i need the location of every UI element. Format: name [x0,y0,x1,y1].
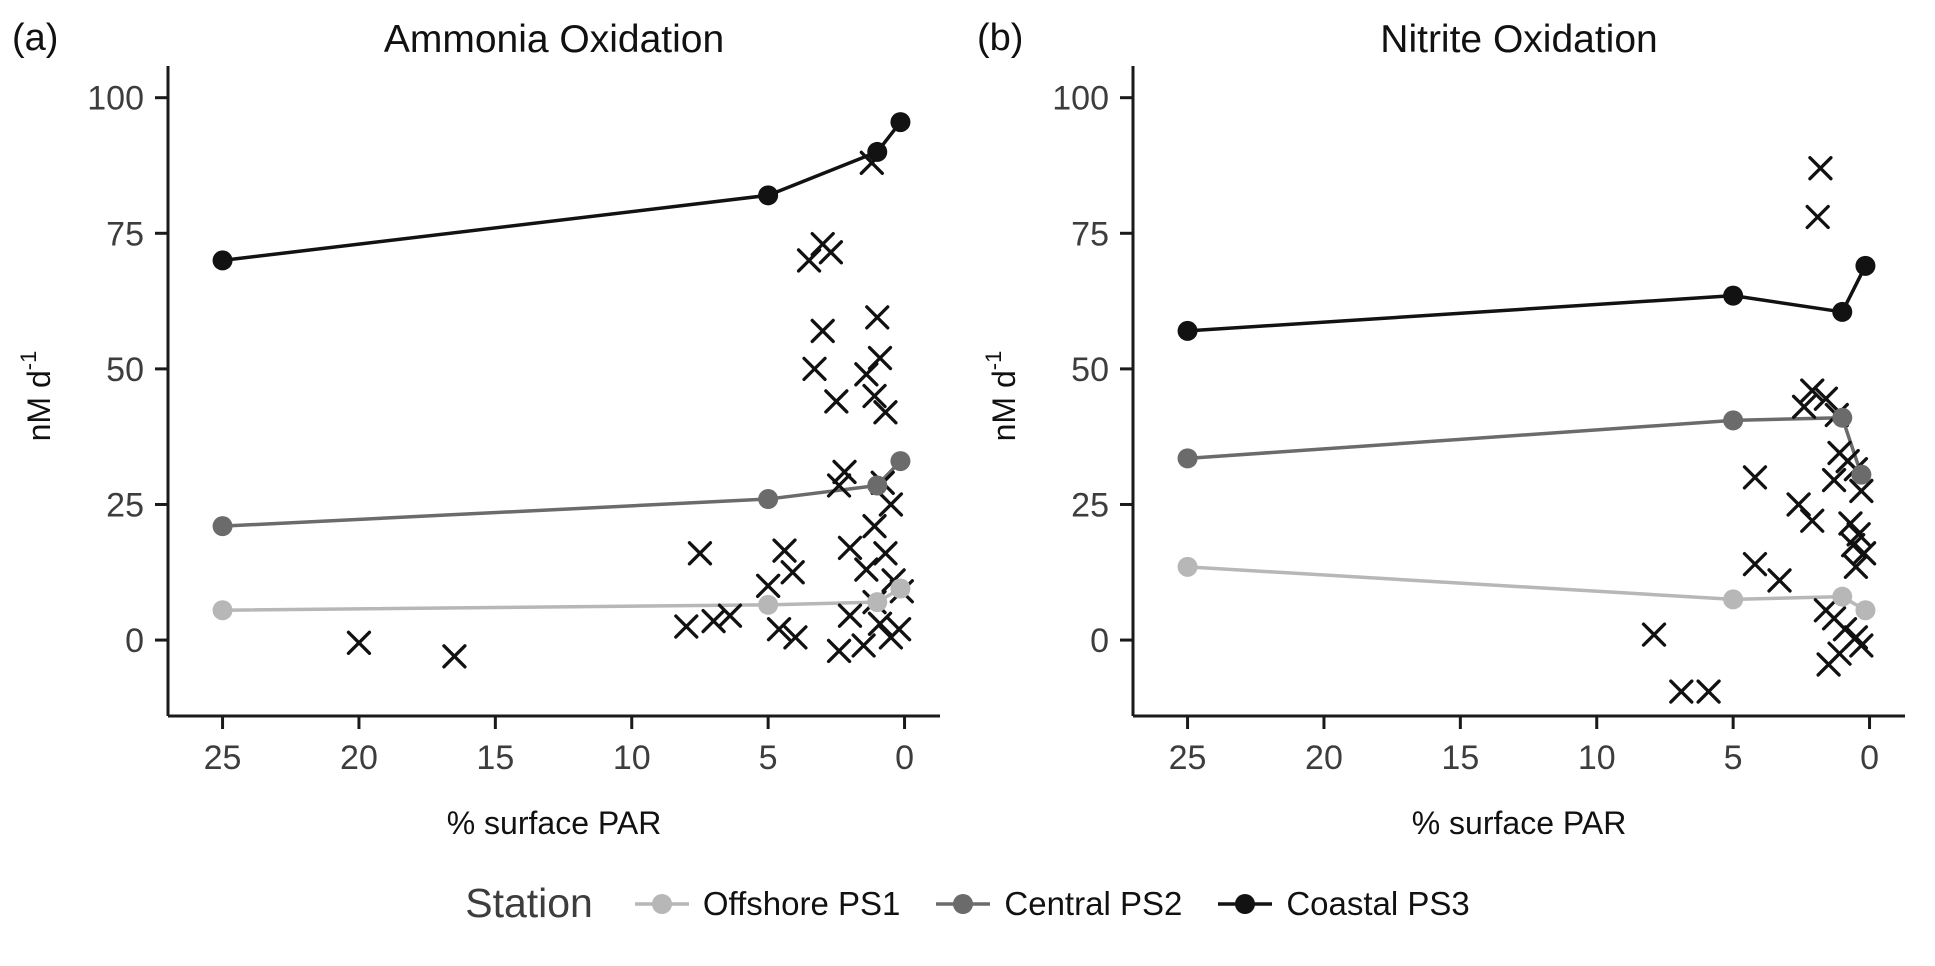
y-tick-label: 100 [1052,80,1109,118]
legend: Station Offshore PS1 Central PS2 Coastal… [0,880,1935,927]
x-tick-label: 15 [476,739,514,777]
x-axis-ticks: 25 20 15 10 5 0 [204,716,914,777]
x-tick-label: 10 [1578,739,1616,777]
y-tick-label: 50 [1071,351,1109,389]
y-axis-ticks: 0 25 50 75 100 [87,80,168,660]
y-axis-label: nM d-1 [16,351,57,442]
x-tick-label: 25 [1169,739,1207,777]
x-axis-label: % surface PAR [447,805,662,841]
y-tick-label: 100 [87,80,144,118]
legend-entry-central-ps2: Central PS2 [934,885,1182,923]
axes [1131,66,1905,718]
x-tick-label: 5 [1724,739,1743,777]
x-tick-label: 20 [340,739,378,777]
y-tick-label: 25 [1071,486,1109,524]
legend-line-dot-marker [1218,893,1273,914]
y-tick-label: 75 [106,215,144,253]
series-points-coastal-ps3 [1177,255,1876,341]
legend-dot [1235,893,1256,914]
series-points-coastal-ps3 [212,112,911,271]
series-line-coastal-ps3 [220,120,903,263]
x-markers-replicate-measurements [346,150,914,669]
legend-entry-coastal-ps3: Coastal PS3 [1216,884,1470,923]
x-tick-label: 5 [759,739,778,777]
legend-label-coastal-ps3: Coastal PS3 [1286,884,1470,922]
y-axis-label: nM d-1 [981,351,1022,442]
axes [166,66,940,718]
chart-row: 25 20 15 10 5 0 0 25 50 75 100 (a) Ammonia Oxidation… [0,4,1935,864]
y-tick-label: 0 [125,622,144,660]
series-points-central-ps2 [212,451,911,537]
x-tick-label: 15 [1441,739,1479,777]
legend-entry-offshore-ps1: Offshore PS1 [633,884,901,923]
legend-label-central-ps2: Central PS2 [1004,884,1183,922]
series-line-central-ps2 [220,459,903,528]
legend-label-offshore-ps1: Offshore PS1 [702,884,901,922]
legend-dot [651,893,672,914]
series-line-offshore-ps1 [220,586,903,612]
panel-title: Nitrite Oxidation [1380,18,1657,61]
x-axis-ticks: 25 20 15 10 5 0 [1169,716,1879,777]
series-line-central-ps2 [1185,415,1864,477]
x-tick-label: 0 [895,739,914,777]
panel-title: Ammonia Oxidation [384,18,724,61]
x-tick-label: 10 [613,739,651,777]
x-tick-label: 0 [1860,739,1879,777]
y-tick-label: 75 [1071,215,1109,253]
series-points-offshore-ps1 [212,578,911,621]
x-tick-label: 20 [1305,739,1343,777]
y-tick-label: 0 [1090,622,1109,660]
series-line-offshore-ps1 [1185,565,1868,612]
panel-tag: (a) [12,17,58,59]
x-axis-label: % surface PAR [1412,805,1627,841]
legend-line-dot-marker [634,893,689,914]
series-line-coastal-ps3 [1185,264,1868,333]
x-tick-label: 25 [204,739,242,777]
y-axis-ticks: 0 25 50 75 100 [1052,80,1133,660]
series-points-offshore-ps1 [1177,556,1876,621]
series-points-central-ps2 [1177,407,1872,485]
y-tick-label: 25 [106,486,144,524]
legend-dot [953,893,974,914]
legend-title: Station [465,880,593,926]
legend-line-dot-marker [936,893,991,914]
y-tick-label: 50 [106,351,144,389]
x-markers-replicate-measurements [1641,156,1877,704]
panel-tag: (b) [977,17,1023,59]
